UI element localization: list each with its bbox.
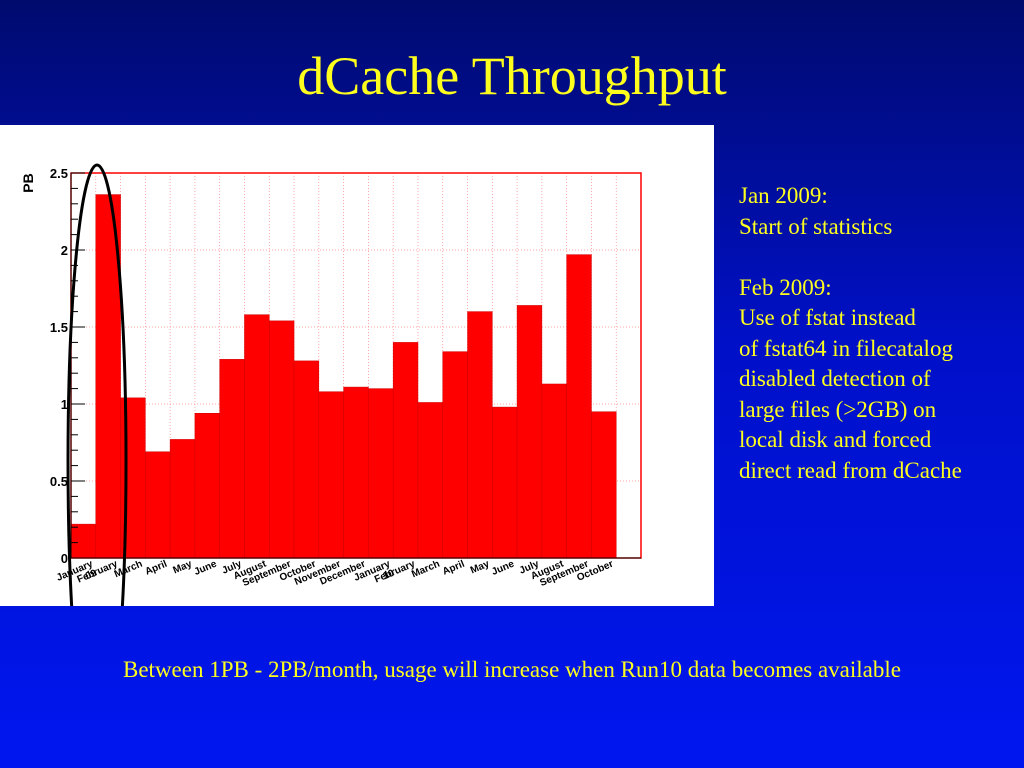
chart-bar	[368, 388, 394, 559]
notes-line: local disk and forced	[739, 427, 932, 452]
x-tick-label: March	[410, 559, 441, 581]
notes-spacer	[739, 242, 1024, 273]
y-tick-label: 0	[61, 551, 68, 566]
x-tick-label: June	[193, 558, 219, 577]
chart-bar	[516, 305, 543, 559]
notes-line: Use of fstat instead	[739, 305, 916, 330]
chart-panel: 0 0.5 1 1.5 2 2.5 PB January09 February March Apri…	[0, 125, 714, 606]
chart-bar	[392, 342, 419, 559]
chart-bar	[591, 411, 617, 559]
y-tick-label: 1	[61, 397, 68, 412]
y-axis-label: PB	[20, 173, 36, 192]
x-tick-label: April	[441, 559, 466, 578]
x-tick-label: May	[171, 558, 194, 576]
x-tick-label: May	[469, 558, 492, 576]
chart-bar	[244, 314, 270, 559]
chart-bar	[417, 402, 443, 559]
chart-bar	[194, 412, 220, 559]
highlight-ellipse	[66, 163, 128, 606]
chart-bar	[318, 391, 344, 559]
slide-footer: Between 1PB - 2PB/month, usage will incr…	[123, 657, 901, 682]
notes-line: disabled detection of	[739, 366, 931, 391]
slide-title: dCache Throughput	[297, 46, 727, 106]
chart-bar	[467, 311, 493, 559]
chart-bar	[492, 406, 518, 559]
chart-bar	[442, 351, 468, 559]
chart-bar	[343, 386, 369, 559]
chart-bar	[269, 320, 295, 559]
notes-line: Jan 2009:	[739, 183, 828, 208]
y-tick-label: 2.5	[50, 166, 68, 181]
chart-bar	[541, 383, 567, 559]
y-tick-label: 1.5	[50, 320, 68, 335]
notes-line: large files (>2GB) on	[739, 396, 937, 422]
notes-line: Start of statistics	[739, 213, 893, 239]
x-tick-label: June	[490, 558, 516, 577]
x-tick-label: April	[144, 559, 169, 578]
chart-bar	[293, 360, 320, 559]
chart-bar	[169, 439, 196, 559]
chart-bar	[566, 254, 592, 559]
y-tick-label: 2	[61, 243, 68, 258]
notes-line: direct read from dCache	[739, 457, 962, 483]
notes-panel: Jan 2009: Start of statistics Feb 2009: Use…	[739, 181, 1024, 486]
notes-line: Feb 2009:	[739, 274, 832, 300]
notes-line: of fstat64 in filecatalog	[739, 335, 953, 361]
y-tick-label: 0.5	[50, 474, 68, 489]
x-tick-label: March	[113, 559, 144, 581]
chart-bar	[219, 359, 245, 559]
chart-bar	[145, 451, 171, 559]
chart-bar	[70, 523, 97, 559]
